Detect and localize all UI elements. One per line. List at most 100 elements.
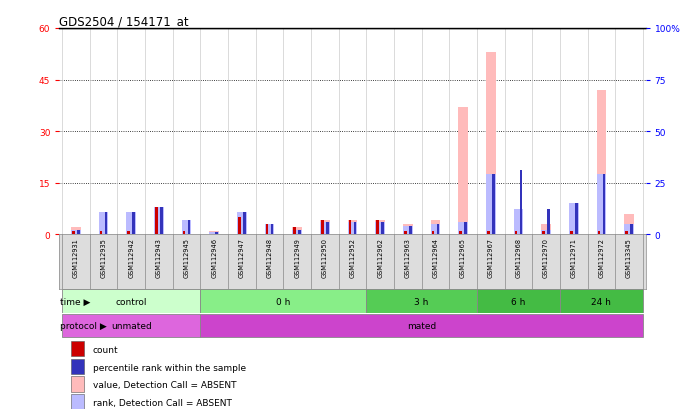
Bar [381, 222, 384, 235]
Text: GSM112947: GSM112947 [239, 237, 245, 277]
Bar [271, 224, 274, 235]
Text: rank, Detection Call = ABSENT: rank, Detection Call = ABSENT [93, 398, 232, 407]
Bar [624, 224, 634, 235]
Bar [71, 341, 84, 356]
Bar [376, 222, 385, 235]
Bar [243, 212, 246, 235]
Text: GSM112971: GSM112971 [571, 237, 577, 277]
Bar [597, 175, 607, 235]
Bar [459, 108, 468, 235]
Bar [431, 231, 434, 235]
Bar [200, 314, 643, 338]
Bar [265, 224, 274, 235]
Bar [541, 224, 551, 235]
Text: GSM112943: GSM112943 [156, 237, 162, 277]
Bar [71, 376, 84, 392]
Bar [71, 358, 84, 374]
Bar [72, 231, 75, 235]
Text: GSM112935: GSM112935 [101, 237, 107, 277]
Bar [320, 221, 329, 235]
Bar [519, 171, 522, 235]
Bar [127, 231, 130, 235]
Bar [492, 175, 495, 235]
Text: time ▶: time ▶ [59, 297, 90, 306]
Bar [431, 221, 440, 235]
Bar [624, 214, 634, 235]
Bar [541, 230, 551, 235]
Text: GSM112968: GSM112968 [515, 237, 521, 277]
Bar [77, 230, 80, 235]
Bar [320, 222, 329, 235]
Bar [183, 231, 186, 235]
Text: unmated: unmated [111, 321, 151, 330]
Bar [569, 224, 579, 235]
Bar [570, 231, 572, 235]
Text: value, Detection Call = ABSENT: value, Detection Call = ABSENT [93, 380, 236, 389]
Bar [514, 231, 517, 235]
Text: GDS2504 / 154171_at: GDS2504 / 154171_at [59, 15, 189, 28]
Bar [237, 218, 246, 235]
Bar [62, 314, 200, 338]
Bar [348, 221, 357, 235]
Bar [348, 221, 351, 235]
Text: 3 h: 3 h [415, 297, 429, 306]
Bar [464, 222, 467, 235]
Bar [292, 230, 302, 235]
Bar [459, 222, 468, 235]
Bar [409, 226, 412, 235]
Bar [575, 204, 578, 235]
Bar [298, 230, 301, 235]
Text: GSM112942: GSM112942 [128, 237, 134, 277]
Text: GSM112946: GSM112946 [211, 237, 217, 277]
Bar [265, 224, 274, 235]
Text: 24 h: 24 h [591, 297, 611, 306]
Bar [181, 220, 191, 235]
Bar [366, 290, 477, 313]
Bar [237, 212, 246, 235]
Bar [126, 212, 136, 235]
Bar [292, 228, 302, 235]
Bar [321, 221, 324, 235]
Bar [209, 233, 219, 235]
Text: GSM112972: GSM112972 [598, 237, 604, 277]
Bar [569, 204, 579, 235]
Bar [266, 224, 269, 235]
Text: control: control [115, 297, 147, 306]
Bar [597, 231, 600, 235]
Bar [209, 231, 219, 235]
Text: GSM112964: GSM112964 [433, 237, 438, 277]
Text: GSM112965: GSM112965 [460, 237, 466, 277]
Bar [238, 218, 241, 235]
Bar [487, 231, 490, 235]
Bar [98, 228, 108, 235]
Text: GSM112970: GSM112970 [543, 237, 549, 277]
Bar [105, 212, 107, 235]
Bar [71, 394, 84, 410]
Bar [404, 231, 407, 235]
Bar [155, 207, 158, 235]
Bar [514, 210, 524, 235]
Bar [215, 233, 218, 235]
Text: percentile rank within the sample: percentile rank within the sample [93, 363, 246, 372]
Bar [403, 226, 413, 235]
Text: GSM112962: GSM112962 [377, 237, 383, 277]
Text: GSM112931: GSM112931 [73, 237, 79, 277]
Bar [376, 221, 385, 235]
Bar [630, 224, 633, 235]
Bar [71, 230, 81, 235]
Bar [376, 221, 379, 235]
Bar [354, 222, 357, 235]
Bar [542, 231, 545, 235]
Bar [486, 175, 496, 235]
Bar [625, 231, 628, 235]
Text: GSM112952: GSM112952 [350, 237, 355, 277]
Bar [100, 231, 103, 235]
Bar [602, 175, 605, 235]
Bar [459, 231, 462, 235]
Bar [403, 224, 413, 235]
Text: protocol ▶: protocol ▶ [59, 321, 106, 330]
Text: GSM112967: GSM112967 [488, 237, 493, 277]
Bar [133, 212, 135, 235]
Text: GSM112948: GSM112948 [267, 237, 272, 277]
Bar [160, 208, 163, 235]
